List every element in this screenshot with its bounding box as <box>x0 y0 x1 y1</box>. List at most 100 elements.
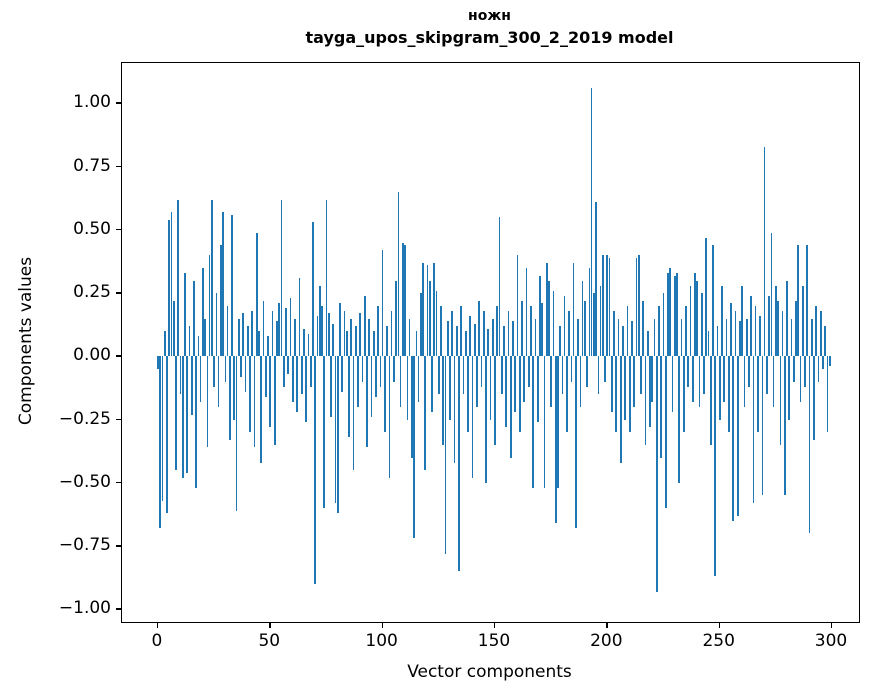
bar <box>258 331 260 357</box>
bar <box>325 199 328 357</box>
bar <box>530 305 532 357</box>
bar <box>559 326 562 357</box>
bar <box>350 318 353 357</box>
bar <box>810 318 813 357</box>
bar <box>433 262 436 357</box>
bar <box>298 278 301 357</box>
bar <box>716 326 719 357</box>
bar <box>377 305 380 357</box>
bar <box>548 280 550 357</box>
y-tick-mark <box>116 418 121 421</box>
bar <box>795 300 797 357</box>
bar <box>640 356 642 395</box>
bar <box>498 217 501 357</box>
bar <box>453 356 456 463</box>
bar <box>514 356 517 412</box>
bar <box>446 321 449 357</box>
bar <box>788 356 791 420</box>
bar <box>608 257 611 357</box>
bar <box>289 298 292 357</box>
bar <box>280 199 283 357</box>
bar <box>363 295 366 357</box>
x-tick-label: 300 <box>814 631 848 651</box>
bar <box>518 356 521 433</box>
bar <box>828 356 831 367</box>
bar <box>388 356 391 478</box>
bar <box>651 356 654 402</box>
bar <box>213 356 215 387</box>
bar <box>168 219 171 357</box>
bar <box>262 300 265 357</box>
bar <box>631 321 633 357</box>
bar <box>343 310 346 357</box>
bar <box>255 232 258 357</box>
bar <box>451 310 454 357</box>
bar <box>316 315 319 357</box>
bar <box>327 313 330 357</box>
bar <box>458 356 460 572</box>
x-tick-mark <box>831 623 833 628</box>
bar <box>815 305 818 357</box>
plot-area <box>121 62 860 623</box>
bar <box>163 331 166 357</box>
bar <box>305 356 308 423</box>
y-tick-mark <box>116 481 121 484</box>
bar <box>505 356 508 428</box>
bar <box>523 356 526 402</box>
bar <box>485 356 487 483</box>
bar <box>278 303 281 357</box>
bar <box>599 285 602 357</box>
bar <box>332 323 335 357</box>
bar <box>745 318 748 357</box>
bar <box>593 293 595 357</box>
bar <box>294 318 296 357</box>
bar <box>442 356 445 445</box>
bar <box>790 318 793 357</box>
bar <box>404 245 406 357</box>
bar <box>660 356 663 458</box>
bar <box>197 336 200 357</box>
y-tick-label: −0.25 <box>58 408 111 429</box>
y-tick-label: −0.75 <box>58 535 111 556</box>
bar <box>507 310 510 357</box>
bar <box>532 356 535 488</box>
bar <box>186 356 189 473</box>
bar <box>568 310 570 357</box>
bar <box>318 285 321 357</box>
bar <box>460 305 463 357</box>
bar <box>601 255 604 357</box>
bar <box>402 242 404 357</box>
bar <box>664 356 667 509</box>
bar <box>757 356 759 433</box>
bar <box>761 356 764 496</box>
bar <box>226 305 229 357</box>
bar <box>480 356 483 387</box>
bar <box>287 356 290 375</box>
bar <box>233 356 236 420</box>
bar <box>610 356 613 412</box>
bar <box>669 267 672 357</box>
bar <box>649 356 651 428</box>
bar <box>646 331 649 357</box>
x-tick-label: 200 <box>590 631 623 651</box>
bar <box>658 305 660 357</box>
bar <box>471 356 474 478</box>
bar <box>575 356 577 529</box>
bar <box>637 255 640 357</box>
y-tick-mark <box>116 608 121 610</box>
bar <box>759 315 761 357</box>
bar <box>775 285 777 357</box>
bar <box>357 356 359 407</box>
x-tick-label: 0 <box>151 631 163 651</box>
bar <box>224 356 227 382</box>
bar <box>334 356 337 504</box>
bar <box>541 303 544 357</box>
bar <box>725 318 728 357</box>
bar <box>426 265 429 357</box>
bar <box>604 356 606 382</box>
bar <box>175 356 177 471</box>
bar <box>273 356 276 445</box>
y-tick-mark <box>116 102 121 104</box>
bar <box>806 245 809 357</box>
